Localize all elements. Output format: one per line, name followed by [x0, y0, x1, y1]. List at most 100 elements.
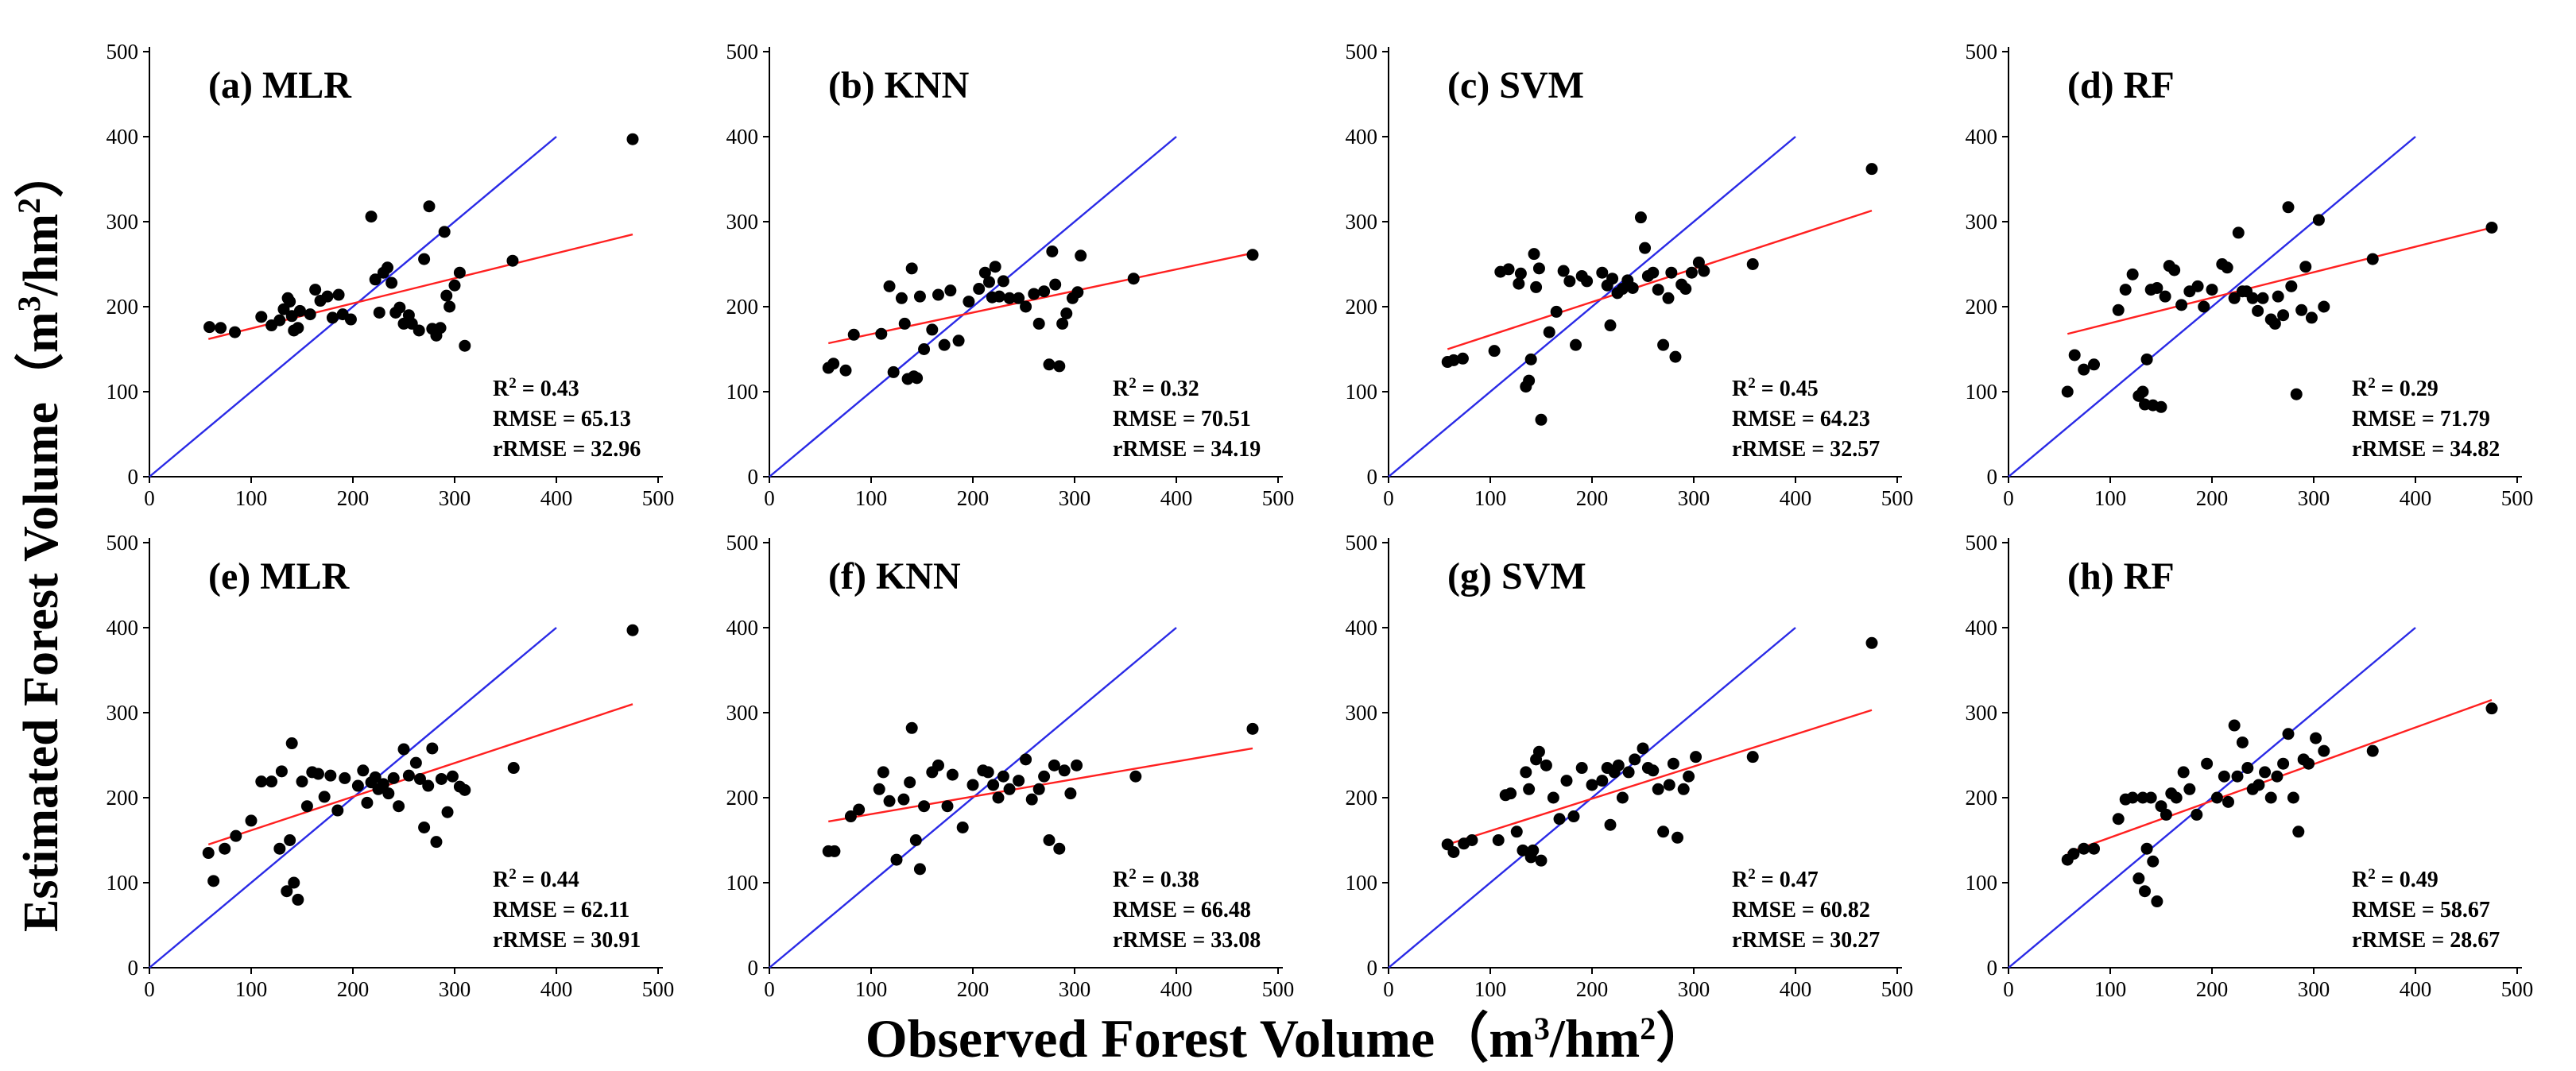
- data-point: [207, 875, 220, 887]
- x-tick-label: 100: [855, 486, 888, 510]
- data-point: [382, 787, 395, 800]
- data-point: [2112, 813, 2125, 825]
- scatter-panel: 00 100 100 200 200 300 300 400 400 500 500 (h) RF R2…: [1966, 531, 2534, 1001]
- one-to-one-line: [1388, 136, 1796, 478]
- data-point: [1685, 266, 1698, 279]
- y-tick-label: 300: [726, 701, 759, 725]
- data-point: [446, 770, 459, 783]
- y-tick-label: 100: [107, 871, 139, 895]
- y-tick-label: 300: [726, 210, 759, 234]
- data-point: [926, 323, 939, 336]
- data-point: [897, 793, 910, 806]
- data-point: [2160, 808, 2172, 821]
- data-point: [1127, 273, 1140, 285]
- data-point: [1075, 249, 1087, 262]
- y-tick-label: 500: [107, 531, 139, 555]
- y-tick-label: 100: [1966, 380, 1998, 404]
- y-tick-label: 500: [1346, 40, 1378, 64]
- data-point: [203, 321, 216, 334]
- data-point: [265, 775, 278, 788]
- data-point: [2222, 795, 2234, 808]
- data-point: [1652, 284, 1664, 296]
- data-point: [1013, 292, 1025, 304]
- data-point: [430, 836, 443, 849]
- data-point: [385, 276, 398, 289]
- data-point: [2268, 317, 2281, 330]
- y-tick-label: 300: [107, 701, 139, 725]
- one-to-one-line: [1388, 627, 1796, 969]
- data-point: [453, 266, 466, 279]
- x-tick-label: 300: [2298, 486, 2330, 510]
- x-tick-label: 400: [540, 977, 573, 1001]
- data-point: [2287, 791, 2299, 804]
- data-point: [1520, 766, 1532, 779]
- data-point: [982, 766, 994, 779]
- data-point: [284, 834, 296, 846]
- y-tick-label: 100: [726, 871, 759, 895]
- data-point: [1865, 636, 1878, 649]
- x-tick-label: 100: [235, 977, 268, 1001]
- x-tick-label: 400: [2400, 486, 2432, 510]
- data-point: [1535, 413, 1548, 426]
- y-tick-label: 100: [726, 380, 759, 404]
- data-point: [1028, 288, 1040, 300]
- rrmse-label: rRMSE = 33.08: [1113, 928, 1261, 953]
- data-point: [2170, 791, 2183, 804]
- data-point: [1639, 242, 1652, 254]
- y-tick-label: 100: [1346, 871, 1378, 895]
- y-tick-label: 100: [1966, 871, 1998, 895]
- scatter-panel: 00 100 100 200 200 300 300 400 400 500 500 (b) KNN R…: [726, 40, 1295, 510]
- data-point: [1647, 764, 1660, 777]
- data-point: [873, 783, 885, 795]
- data-point: [440, 289, 453, 302]
- y-tick-label: 400: [726, 616, 759, 640]
- regression-fit-line: [1447, 709, 1873, 845]
- data-point: [2299, 261, 2312, 273]
- data-point: [418, 253, 431, 265]
- r-squared-label: R2 = 0.43: [493, 375, 579, 402]
- y-tick-label: 200: [1346, 786, 1378, 810]
- data-point: [941, 800, 954, 813]
- rmse-label: RMSE = 60.82: [1732, 898, 1870, 922]
- x-tick-label: 400: [1780, 486, 1812, 510]
- x-tick-label: 100: [1474, 977, 1507, 1001]
- y-tick-label: 400: [726, 125, 759, 149]
- data-point: [2253, 779, 2265, 791]
- data-point: [2305, 311, 2318, 324]
- data-point: [946, 768, 959, 781]
- data-point: [1447, 845, 1460, 858]
- data-point: [507, 762, 520, 775]
- data-point: [293, 304, 306, 317]
- data-point: [1683, 770, 1695, 783]
- data-point: [418, 821, 431, 833]
- data-point: [1032, 317, 1045, 330]
- data-point: [2140, 353, 2153, 365]
- data-point: [351, 779, 364, 792]
- x-tick-label: 500: [642, 977, 675, 1001]
- data-point: [1060, 307, 1073, 320]
- data-point: [1550, 305, 1563, 318]
- data-point: [1053, 360, 1066, 373]
- x-tick-label: 500: [1262, 977, 1295, 1001]
- x-tick-label: 0: [1383, 977, 1394, 1001]
- data-point: [2078, 363, 2090, 376]
- data-point: [626, 624, 639, 636]
- y-tick-label: 500: [1346, 531, 1378, 555]
- data-point: [2236, 736, 2249, 748]
- x-tick-label: 0: [1383, 486, 1394, 510]
- x-tick-label: 500: [2501, 486, 2534, 510]
- data-point: [956, 821, 969, 833]
- regression-fit-line: [2067, 226, 2493, 335]
- data-point: [321, 290, 334, 303]
- rmse-label: RMSE = 70.51: [1113, 407, 1251, 431]
- panel-title: (b) KNN: [828, 64, 970, 106]
- x-tick-label: 200: [337, 486, 370, 510]
- x-tick-label: 100: [855, 977, 888, 1001]
- x-tick-label: 200: [337, 977, 370, 1001]
- data-point: [413, 772, 426, 785]
- rmse-label: RMSE = 58.67: [2352, 898, 2490, 922]
- rmse-label: RMSE = 62.11: [493, 898, 629, 922]
- data-point: [344, 313, 357, 326]
- data-point: [1657, 338, 1670, 351]
- data-point: [255, 311, 268, 323]
